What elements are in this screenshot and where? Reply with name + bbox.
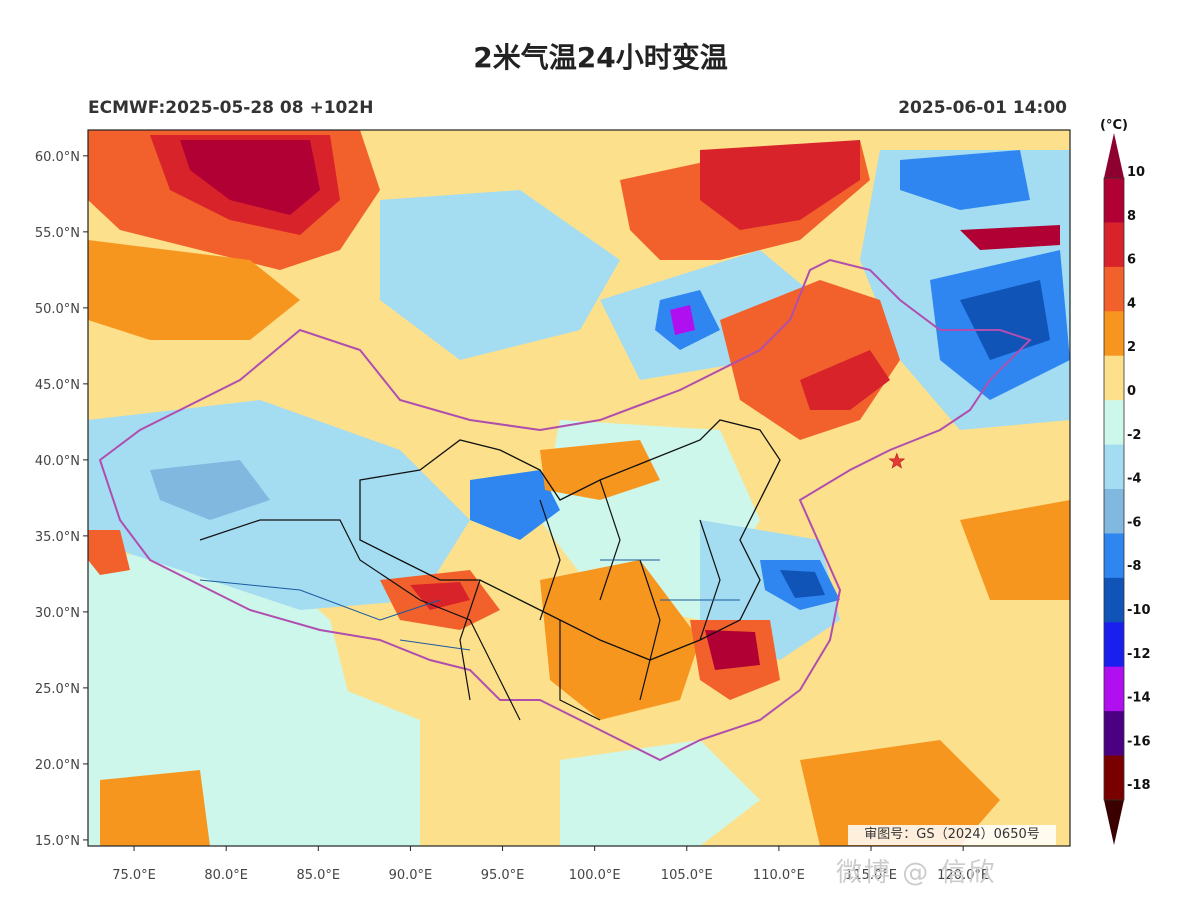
- colorbar-tick-label: 10: [1127, 165, 1145, 180]
- colorbar-segment: [1104, 222, 1124, 268]
- lon-tick-label: 100.0°E: [569, 868, 621, 883]
- colorbar-segment: [1104, 533, 1124, 579]
- colorbar-unit: (°C): [1100, 118, 1128, 133]
- colorbar-segment: [1104, 400, 1124, 446]
- lat-tick-label: 25.0°N: [35, 682, 80, 697]
- colorbar-segment: [1104, 489, 1124, 534]
- model-run-label: ECMWF:2025-05-28 08 +102H: [88, 98, 374, 118]
- colorbar-tick-label: -8: [1127, 559, 1141, 574]
- longitude-axis: 75.0°E 80.0°E 85.0°E 90.0°E 95.0°E 100.0°E 105…: [112, 846, 989, 883]
- lon-tick-label: 105.0°E: [661, 868, 713, 883]
- lat-tick-label: 35.0°N: [35, 530, 80, 545]
- watermark: 微博 @ 信欣: [836, 858, 997, 888]
- colorbar-segment: [1104, 178, 1124, 223]
- colorbar-tick-label: -16: [1127, 734, 1151, 749]
- colorbar-tick-label: 6: [1127, 253, 1136, 268]
- lat-tick-label: 30.0°N: [35, 606, 80, 621]
- lat-tick-label: 15.0°N: [35, 834, 80, 849]
- colorbar: 10 8 6 4 2 0 -2 -4 -6 -8 -10 -12 -14 -16 -18: [1103, 133, 1151, 845]
- lon-tick-label: 80.0°E: [204, 868, 248, 883]
- colorbar-tick-label: -2: [1127, 428, 1141, 443]
- colorbar-segment: [1104, 755, 1124, 801]
- valid-time-label: 2025-06-01 14:00: [898, 98, 1067, 118]
- lon-tick-label: 85.0°E: [296, 868, 340, 883]
- colorbar-segment: [1104, 266, 1124, 312]
- lon-tick-label: 75.0°E: [112, 868, 156, 883]
- colorbar-segment: [1104, 311, 1124, 357]
- colorbar-tick-label: 0: [1127, 384, 1136, 399]
- lat-tick-label: 20.0°N: [35, 758, 80, 773]
- colorbar-tick-label: 4: [1127, 296, 1136, 311]
- colorbar-bottom-arrow: [1104, 800, 1124, 845]
- lon-tick-label: 90.0°E: [389, 868, 433, 883]
- borders: [98, 258, 1032, 762]
- colorbar-segment: [1104, 355, 1124, 401]
- lon-tick-label: 120.0°E: [937, 868, 989, 883]
- lat-tick-label: 45.0°N: [35, 378, 80, 393]
- lat-tick-label: 40.0°N: [35, 454, 80, 469]
- chart-title: 2米气温24小时变温: [473, 41, 728, 74]
- colorbar-segment: [1104, 577, 1124, 623]
- colorbar-tick-label: 8: [1127, 209, 1136, 224]
- colorbar-frame: [1103, 177, 1125, 801]
- colorbar-tick-label: -18: [1127, 778, 1151, 793]
- lon-tick-label: 110.0°E: [753, 868, 805, 883]
- colorbar-tick-label: -10: [1127, 603, 1151, 618]
- latitude-axis: 60.0°N 55.0°N 50.0°N 45.0°N 40.0°N 35.0°N 30.0…: [35, 150, 88, 849]
- colorbar-tick-label: -14: [1127, 691, 1151, 706]
- plot-frame: [87, 129, 1071, 847]
- lat-tick-label: 55.0°N: [35, 226, 80, 241]
- lon-tick-label: 115.0°E: [845, 868, 897, 883]
- colorbar-top-arrow: [1104, 133, 1124, 178]
- map-approval-number: 审图号：GS（2024）0650号: [848, 825, 1056, 845]
- colorbar-tick-label: -12: [1127, 647, 1151, 662]
- colorbar-tick-label: -4: [1127, 472, 1141, 487]
- lat-tick-label: 60.0°N: [35, 150, 80, 165]
- colorbar-tick-label: 2: [1127, 340, 1136, 355]
- temperature-field: [88, 130, 1070, 846]
- colorbar-segment: [1104, 666, 1124, 712]
- lon-tick-label: 95.0°E: [481, 868, 525, 883]
- colorbar-segment: [1104, 711, 1124, 757]
- colorbar-segment: [1104, 444, 1124, 490]
- colorbar-tick-label: -6: [1127, 515, 1141, 530]
- star-marker-icon: [888, 452, 906, 469]
- colorbar-segment: [1104, 622, 1124, 668]
- lat-tick-label: 50.0°N: [35, 302, 80, 317]
